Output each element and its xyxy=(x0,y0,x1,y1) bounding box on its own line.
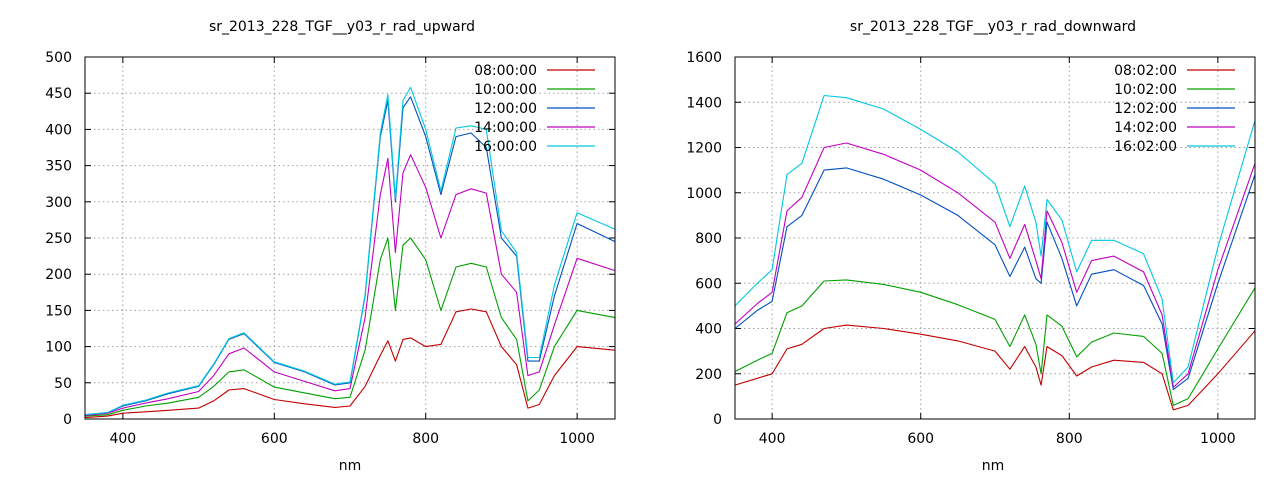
series-layer xyxy=(734,94,1256,411)
x-tick-label: 800 xyxy=(1056,431,1083,447)
legend-label: 12:00:00 xyxy=(474,101,537,117)
series-line-5 xyxy=(734,94,1256,384)
legend: 08:02:00 10:02:00 12:02:00 14:02:00 16:02:00 xyxy=(1114,63,1235,155)
x-tick-label: 400 xyxy=(109,431,136,447)
x-tick-label: 800 xyxy=(412,431,439,447)
x-ticks: 400 600 800 1000 xyxy=(109,57,595,447)
series-line-1 xyxy=(84,308,616,419)
x-axis-label: nm xyxy=(982,458,1005,474)
y-tick-label: 1200 xyxy=(686,141,722,157)
legend-label: 08:00:00 xyxy=(474,63,537,79)
y-tick-label: 1400 xyxy=(686,95,722,111)
y-tick-label: 200 xyxy=(695,367,722,383)
y-tick-label: 500 xyxy=(45,50,72,66)
y-tick-label: 150 xyxy=(45,303,72,319)
y-tick-label: 800 xyxy=(695,231,722,247)
y-tick-label: 100 xyxy=(45,340,72,356)
x-tick-label: 1000 xyxy=(559,431,595,447)
legend-label: 16:02:00 xyxy=(1114,139,1177,155)
grid xyxy=(735,57,1255,419)
y-tick-label: 0 xyxy=(63,412,72,428)
y-tick-label: 400 xyxy=(45,122,72,138)
legend-label: 08:02:00 xyxy=(1114,63,1177,79)
y-tick-label: 450 xyxy=(45,86,72,102)
legend-label: 10:00:00 xyxy=(474,82,537,98)
y-tick-label: 400 xyxy=(695,322,722,338)
x-axis-label: nm xyxy=(339,458,362,474)
series-line-2 xyxy=(84,237,616,417)
y-tick-label: 600 xyxy=(695,276,722,292)
series-line-4 xyxy=(84,154,616,416)
chart-title: sr_2013_228_TGF__y03_r_rad_upward xyxy=(209,19,475,35)
chart-downward: sr_2013_228_TGF__y03_r_rad_downward 0 200… xyxy=(686,19,1256,474)
series-line-3 xyxy=(734,167,1256,391)
y-ticks: 0 200 400 600 800 1000 1200 1400 1600 xyxy=(686,50,1255,428)
y-tick-label: 50 xyxy=(54,376,72,392)
y-tick-label: 250 xyxy=(45,231,72,247)
legend-label: 10:02:00 xyxy=(1114,82,1177,98)
y-tick-label: 200 xyxy=(45,267,72,283)
series-line-5 xyxy=(84,86,616,416)
plot-frame xyxy=(734,56,1256,420)
x-tick-label: 600 xyxy=(261,431,288,447)
y-tick-label: 1600 xyxy=(686,50,722,66)
y-tick-label: 300 xyxy=(45,195,72,211)
x-tick-label: 1000 xyxy=(1200,431,1236,447)
x-tick-label: 400 xyxy=(759,431,786,447)
series-line-1 xyxy=(734,324,1256,411)
series-layer xyxy=(84,86,616,419)
legend-label: 12:02:00 xyxy=(1114,101,1177,117)
x-ticks: 400 600 800 1000 xyxy=(759,57,1236,447)
chart-title: sr_2013_228_TGF__y03_r_rad_downward xyxy=(850,19,1136,35)
y-tick-label: 0 xyxy=(713,412,722,428)
plot-frame xyxy=(84,56,616,420)
y-tick-label: 1000 xyxy=(686,186,722,202)
legend-label: 14:00:00 xyxy=(474,120,537,136)
y-tick-label: 350 xyxy=(45,159,72,175)
x-tick-label: 600 xyxy=(907,431,934,447)
y-ticks: 0 50 100 150 200 250 300 350 400 450 500 xyxy=(45,50,615,428)
legend: 08:00:00 10:00:00 12:00:00 14:00:00 16:00:00 xyxy=(474,63,595,155)
series-line-2 xyxy=(734,279,1256,406)
chart-upward: sr_2013_228_TGF__y03_r_rad_upward 0 50 100… xyxy=(45,19,616,474)
legend-label: 14:02:00 xyxy=(1114,120,1177,136)
legend-label: 16:00:00 xyxy=(474,139,537,155)
series-line-4 xyxy=(734,142,1256,388)
